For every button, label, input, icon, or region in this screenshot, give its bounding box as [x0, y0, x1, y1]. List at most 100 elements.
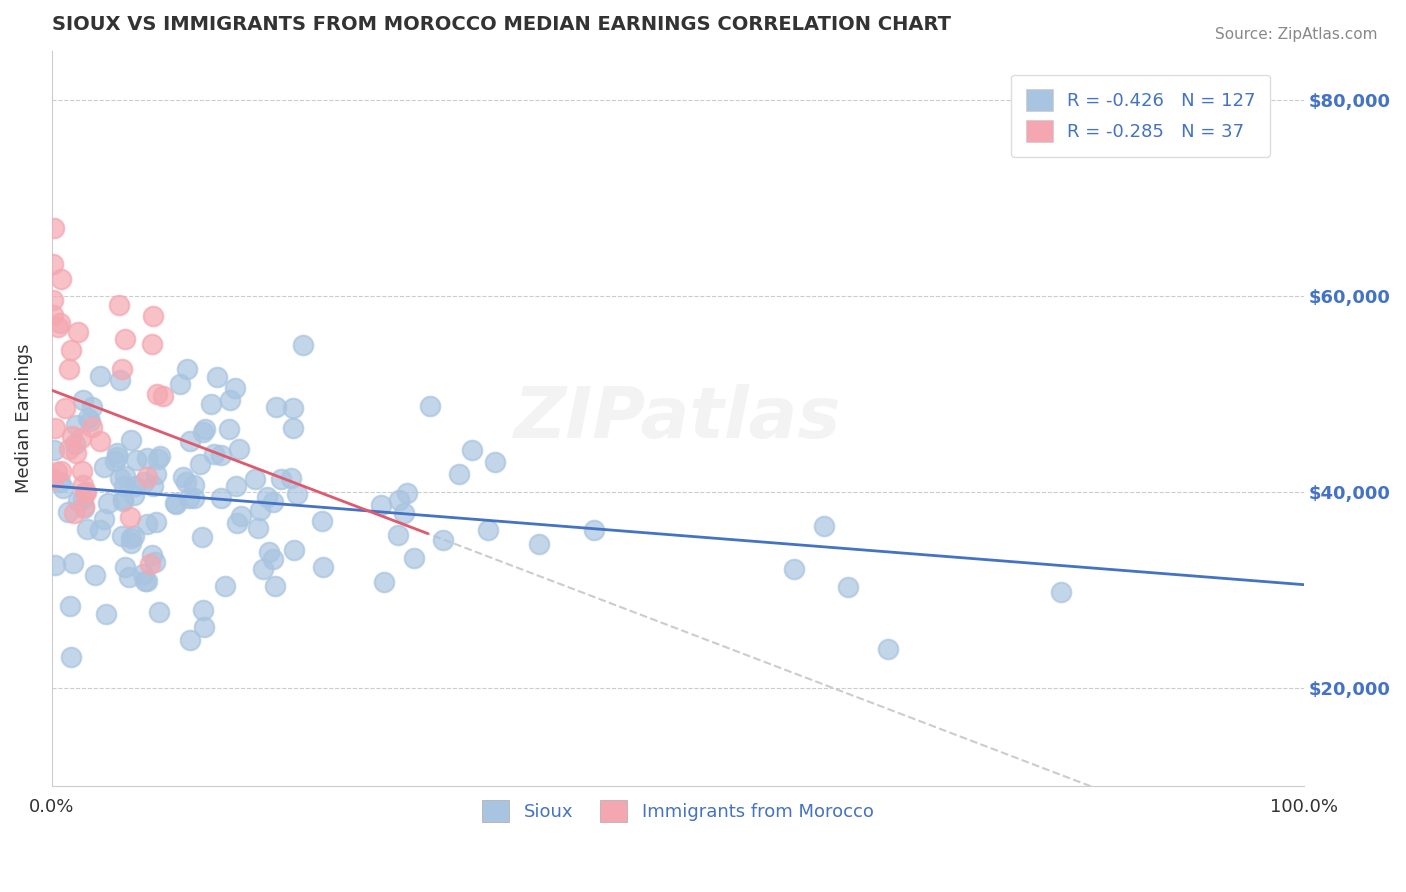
- Point: [252, 562, 274, 576]
- Point: [143, 555, 166, 569]
- Point: [42, 293, 65, 307]
- Point: [484, 455, 506, 469]
- Point: [207, 370, 229, 384]
- Point: [193, 620, 215, 634]
- Point: [134, 574, 156, 588]
- Point: [112, 493, 135, 508]
- Point: [447, 467, 470, 482]
- Point: [114, 560, 136, 574]
- Point: [120, 434, 142, 448]
- Point: [63, 506, 86, 520]
- Point: [527, 537, 550, 551]
- Point: [51, 464, 73, 478]
- Point: [104, 454, 127, 468]
- Point: [125, 453, 148, 467]
- Point: [1050, 584, 1073, 599]
- Point: [46, 320, 69, 334]
- Point: [136, 450, 159, 465]
- Point: [142, 309, 165, 323]
- Point: [118, 570, 141, 584]
- Point: [134, 475, 156, 489]
- Point: [112, 479, 135, 493]
- Text: ZIPatlas: ZIPatlas: [515, 384, 842, 453]
- Point: [108, 298, 131, 312]
- Point: [149, 450, 172, 464]
- Point: [432, 533, 454, 547]
- Point: [72, 464, 94, 478]
- Point: [179, 491, 201, 506]
- Point: [264, 579, 287, 593]
- Point: [53, 401, 76, 415]
- Point: [387, 528, 409, 542]
- Point: [89, 368, 111, 383]
- Point: [114, 468, 136, 483]
- Point: [388, 493, 411, 508]
- Point: [285, 487, 308, 501]
- Point: [118, 509, 141, 524]
- Point: [145, 515, 167, 529]
- Point: [44, 421, 66, 435]
- Point: [44, 558, 66, 572]
- Point: [194, 422, 217, 436]
- Point: [82, 419, 104, 434]
- Point: [311, 514, 333, 528]
- Point: [63, 437, 86, 451]
- Point: [89, 524, 111, 538]
- Point: [225, 479, 247, 493]
- Point: [183, 478, 205, 492]
- Point: [419, 399, 441, 413]
- Point: [141, 549, 163, 563]
- Point: [280, 470, 302, 484]
- Point: [229, 509, 252, 524]
- Point: [93, 512, 115, 526]
- Point: [72, 499, 94, 513]
- Point: [163, 496, 186, 510]
- Point: [72, 492, 94, 507]
- Point: [370, 498, 392, 512]
- Point: [141, 337, 163, 351]
- Point: [94, 607, 117, 622]
- Point: [228, 442, 250, 456]
- Point: [224, 381, 246, 395]
- Point: [65, 446, 87, 460]
- Point: [226, 516, 249, 530]
- Point: [214, 579, 236, 593]
- Point: [146, 452, 169, 467]
- Point: [62, 556, 84, 570]
- Point: [281, 420, 304, 434]
- Point: [188, 457, 211, 471]
- Point: [89, 434, 111, 448]
- Point: [209, 491, 232, 505]
- Point: [396, 485, 419, 500]
- Point: [145, 467, 167, 481]
- Point: [262, 552, 284, 566]
- Point: [49, 316, 72, 330]
- Point: [219, 393, 242, 408]
- Point: [66, 326, 89, 340]
- Point: [283, 401, 305, 415]
- Point: [42, 258, 65, 272]
- Point: [136, 574, 159, 588]
- Point: [112, 491, 135, 506]
- Point: [108, 373, 131, 387]
- Text: Source: ZipAtlas.com: Source: ZipAtlas.com: [1215, 27, 1378, 42]
- Point: [105, 450, 128, 464]
- Point: [174, 475, 197, 490]
- Point: [392, 506, 415, 520]
- Point: [135, 469, 157, 483]
- Point: [783, 562, 806, 576]
- Point: [76, 522, 98, 536]
- Point: [191, 530, 214, 544]
- Text: SIOUX VS IMMIGRANTS FROM MOROCCO MEDIAN EARNINGS CORRELATION CHART: SIOUX VS IMMIGRANTS FROM MOROCCO MEDIAN …: [52, 15, 950, 34]
- Point: [42, 221, 65, 235]
- Point: [202, 447, 225, 461]
- Point: [256, 490, 278, 504]
- Point: [169, 376, 191, 391]
- Point: [120, 536, 142, 550]
- Point: [264, 400, 287, 414]
- Point: [44, 443, 66, 458]
- Point: [65, 417, 87, 432]
- Point: [114, 332, 136, 346]
- Point: [477, 523, 499, 537]
- Point: [262, 494, 284, 508]
